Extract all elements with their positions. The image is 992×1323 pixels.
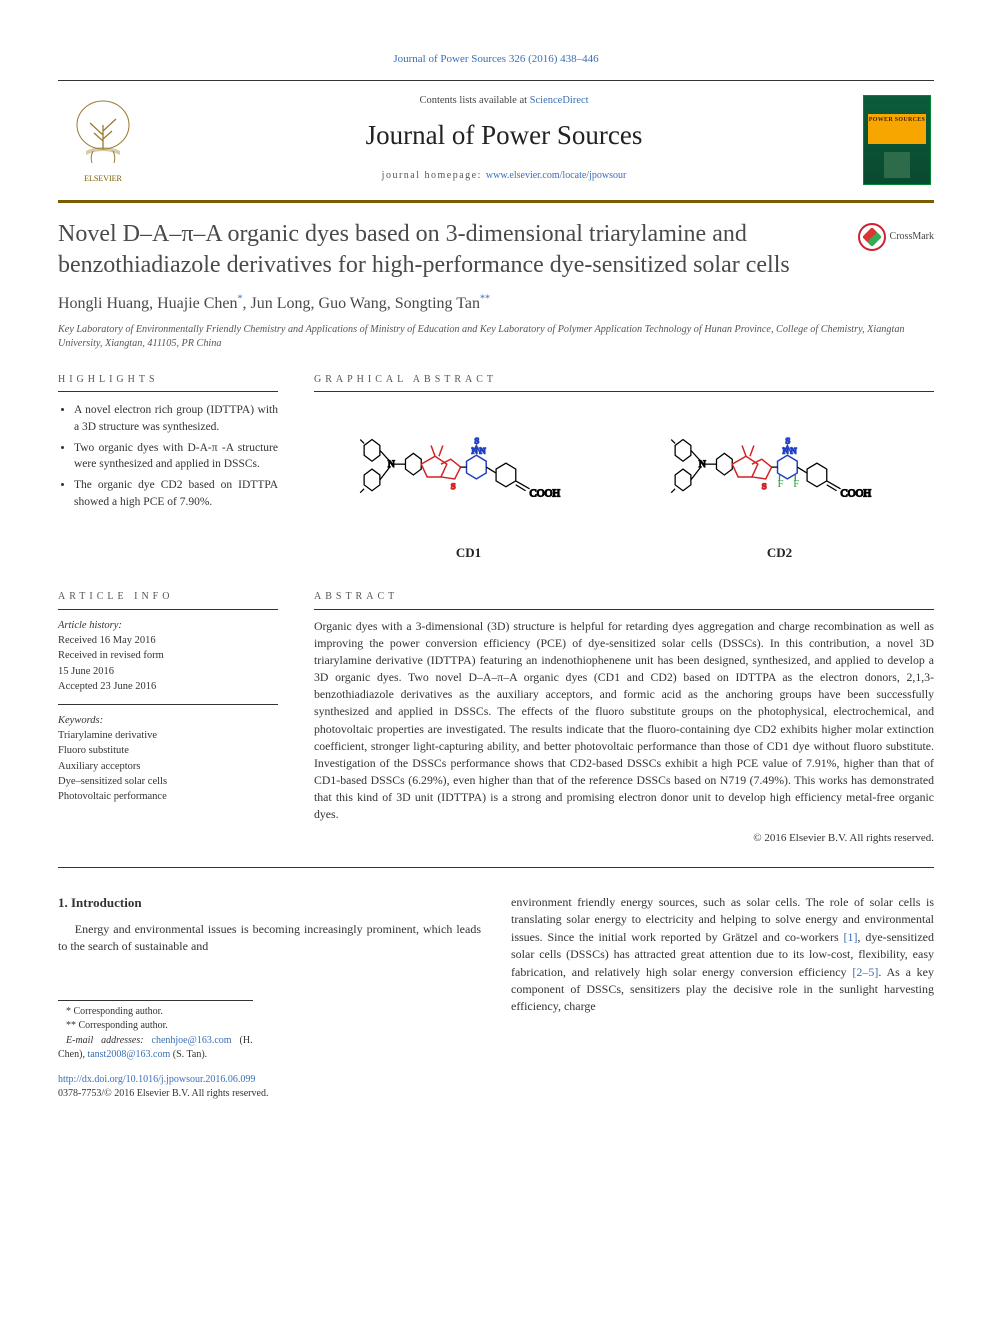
keyword: Triarylamine derivative bbox=[58, 728, 278, 743]
revised-label: Received in revised form bbox=[58, 648, 278, 663]
highlights-block: HIGHLIGHTS A novel electron rich group (… bbox=[58, 373, 278, 565]
fluoro-label: F bbox=[793, 478, 799, 490]
keywords-label: Keywords: bbox=[58, 713, 278, 728]
history-label: Article history: bbox=[58, 618, 278, 633]
article-info-block: ARTICLE INFO Article history: Received 1… bbox=[58, 590, 278, 847]
ref-link-2-5[interactable]: [2–5] bbox=[852, 965, 878, 979]
affiliation: Key Laboratory of Environmentally Friend… bbox=[58, 323, 934, 351]
email-link-1[interactable]: chenhjoe@163.com bbox=[152, 1035, 232, 1046]
doi-block: http://dx.doi.org/10.1016/j.jpowsour.201… bbox=[58, 1073, 481, 1102]
crossmark-badge[interactable]: CrossMark bbox=[858, 223, 934, 251]
svg-text:N: N bbox=[782, 445, 789, 455]
svg-text:COOH: COOH bbox=[530, 488, 561, 500]
section-1-head: 1. Introduction bbox=[58, 894, 481, 913]
intro-para-2: environment friendly energy sources, suc… bbox=[511, 894, 934, 1016]
corr-note-1: * Corresponding author. bbox=[58, 1005, 253, 1020]
ga-head: GRAPHICAL ABSTRACT bbox=[314, 373, 934, 388]
svg-text:S: S bbox=[474, 436, 479, 446]
molecule-cd1: N S bbox=[318, 410, 619, 563]
svg-text:S: S bbox=[762, 481, 767, 491]
svg-text:S: S bbox=[785, 436, 790, 446]
elsevier-logo: ELSEVIER bbox=[58, 87, 148, 194]
corr-note-2: ** Corresponding author. bbox=[58, 1019, 253, 1034]
corr-mark-1: * bbox=[238, 294, 243, 305]
elsevier-tree-icon: ELSEVIER bbox=[68, 95, 138, 185]
top-citation: Journal of Power Sources 326 (2016) 438–… bbox=[58, 52, 934, 68]
abstract-copyright: © 2016 Elsevier B.V. All rights reserved… bbox=[314, 831, 934, 847]
body-two-column: 1. Introduction Energy and environmental… bbox=[58, 894, 934, 1102]
svg-text:N: N bbox=[479, 445, 486, 455]
intro-para-1: Energy and environmental issues is becom… bbox=[58, 921, 481, 956]
rule-before-body bbox=[58, 867, 934, 868]
crossmark-icon bbox=[858, 223, 886, 251]
highlight-item: A novel electron rich group (IDTTPA) wit… bbox=[74, 402, 278, 435]
accepted-date: Accepted 23 June 2016 bbox=[58, 679, 278, 694]
keyword: Fluoro substitute bbox=[58, 743, 278, 758]
molecule-label-cd1: CD1 bbox=[318, 544, 619, 563]
email-line: E-mail addresses: chenhjoe@163.com (H. C… bbox=[58, 1034, 253, 1063]
issn-copyright: 0378-7753/© 2016 Elsevier B.V. All right… bbox=[58, 1087, 481, 1102]
author-list: Hongli Huang, Huajie Chen*, Jun Long, Gu… bbox=[58, 292, 934, 315]
abstract-head: ABSTRACT bbox=[314, 590, 934, 605]
elsevier-word: ELSEVIER bbox=[84, 174, 122, 183]
highlight-item: Two organic dyes with D-A-π -A structure… bbox=[74, 440, 278, 473]
graphical-abstract-figure: N S bbox=[314, 402, 934, 564]
molecule-label-cd2: CD2 bbox=[629, 544, 930, 563]
revised-date: 15 June 2016 bbox=[58, 664, 278, 679]
graphical-abstract-block: GRAPHICAL ABSTRACT N bbox=[314, 373, 934, 565]
highlight-item: The organic dye CD2 based on IDTTPA show… bbox=[74, 477, 278, 510]
crossmark-label: CrossMark bbox=[890, 230, 934, 245]
corr-mark-2: ** bbox=[480, 294, 490, 305]
contents-available: Contents lists available at ScienceDirec… bbox=[162, 93, 846, 108]
keyword: Dye–sensitized solar cells bbox=[58, 774, 278, 789]
cover-band-text: POWER SOURCES bbox=[868, 114, 926, 144]
svg-text:S: S bbox=[451, 481, 456, 491]
journal-homepage-link[interactable]: www.elsevier.com/locate/jpowsour bbox=[486, 170, 626, 181]
fluoro-label: F bbox=[778, 478, 784, 490]
svg-text:COOH: COOH bbox=[841, 488, 872, 500]
sciencedirect-link[interactable]: ScienceDirect bbox=[530, 95, 589, 106]
received-date: Received 16 May 2016 bbox=[58, 633, 278, 648]
svg-text:N: N bbox=[790, 445, 797, 455]
email-link-2[interactable]: tanst2008@163.com bbox=[87, 1049, 170, 1060]
article-title: Novel D–A–π–A organic dyes based on 3-di… bbox=[58, 219, 848, 280]
doi-link[interactable]: http://dx.doi.org/10.1016/j.jpowsour.201… bbox=[58, 1074, 255, 1085]
ref-link-1[interactable]: [1] bbox=[844, 930, 858, 944]
abstract-text: Organic dyes with a 3-dimensional (3D) s… bbox=[314, 618, 934, 823]
svg-text:N: N bbox=[471, 445, 478, 455]
journal-homepage: journal homepage: www.elsevier.com/locat… bbox=[162, 169, 846, 184]
keywords-list: Triarylamine derivative Fluoro substitut… bbox=[58, 728, 278, 804]
keyword: Photovoltaic performance bbox=[58, 789, 278, 804]
journal-name: Journal of Power Sources bbox=[162, 116, 846, 155]
abstract-block: ABSTRACT Organic dyes with a 3-dimension… bbox=[314, 590, 934, 847]
footnotes: * Corresponding author. ** Corresponding… bbox=[58, 1000, 253, 1063]
rule-top bbox=[58, 80, 934, 81]
journal-header: ELSEVIER Contents lists available at Sci… bbox=[58, 87, 934, 194]
keyword: Auxiliary acceptors bbox=[58, 759, 278, 774]
molecule-cd2: N S bbox=[629, 410, 930, 563]
highlights-head: HIGHLIGHTS bbox=[58, 373, 278, 388]
rule-header-bottom bbox=[58, 200, 934, 203]
journal-cover-thumb: POWER SOURCES bbox=[860, 87, 934, 194]
artinfo-head: ARTICLE INFO bbox=[58, 590, 278, 605]
